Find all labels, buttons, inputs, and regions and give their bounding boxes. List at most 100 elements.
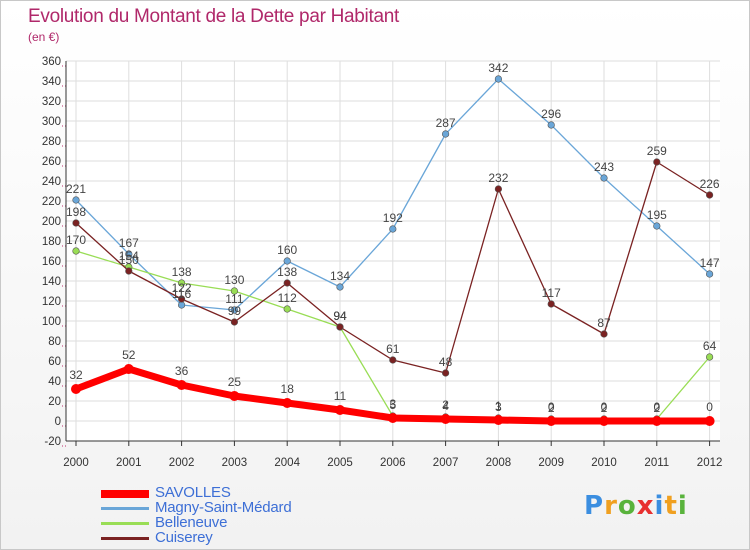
data-label: 192	[383, 211, 403, 225]
data-label: 1	[495, 399, 502, 413]
data-label: 243	[594, 160, 614, 174]
series-point-0	[440, 414, 451, 424]
data-label: 0	[653, 400, 660, 414]
y-tick-label: 160	[42, 256, 61, 268]
data-label: 2	[653, 401, 660, 415]
data-label: 48	[439, 355, 453, 369]
data-label: 32	[69, 368, 83, 382]
y-tick-label: 140	[42, 276, 61, 288]
y-tick-label: 340	[42, 76, 61, 88]
data-label: 52	[122, 348, 136, 362]
y-tick-label: -20	[44, 436, 61, 448]
series-point-1	[125, 250, 133, 258]
series-point-0	[176, 380, 187, 390]
series-point-0	[71, 384, 81, 394]
data-label: 134	[330, 269, 350, 283]
y-tick-label: 40	[48, 376, 61, 388]
y-tick-label: 240	[42, 176, 61, 188]
data-label: 2	[548, 401, 555, 415]
x-tick-label: 2009	[538, 457, 564, 469]
x-tick-label: 2006	[380, 457, 406, 469]
data-label: 2	[601, 401, 608, 415]
series-point-1	[705, 270, 714, 278]
x-tick-label: 2002	[169, 457, 195, 469]
series-point-3	[442, 369, 450, 377]
y-tick-label: 100	[42, 316, 61, 328]
series-point-0	[123, 364, 134, 374]
logo-letter: t	[664, 491, 678, 521]
series-point-2	[705, 353, 714, 361]
y-tick-label: 300	[42, 116, 61, 128]
data-label: 259	[647, 144, 667, 158]
series-point-1	[600, 174, 608, 182]
legend-swatch	[101, 507, 149, 510]
x-tick-label: 2003	[222, 457, 248, 469]
data-label: 18	[281, 382, 295, 396]
data-label: 117	[542, 286, 561, 300]
data-label: 232	[488, 171, 508, 185]
y-tick-label: 60	[48, 356, 61, 368]
series-point-1	[72, 196, 80, 204]
y-tick-label: 360	[42, 56, 61, 68]
series-point-3	[72, 219, 80, 227]
data-label: 25	[228, 375, 242, 389]
series-point-0	[599, 416, 609, 426]
y-tick-label: 80	[48, 336, 61, 348]
data-label: 0	[706, 400, 713, 414]
data-label: 138	[172, 265, 192, 279]
logo-letter: P	[584, 491, 605, 521]
chart-title: Evolution du Montant de la Dette par Hab…	[28, 6, 399, 27]
series-point-1	[389, 225, 397, 233]
logo-letter: i	[654, 491, 665, 521]
logo-letter: o	[617, 491, 637, 521]
y-tick-label: 120	[42, 296, 61, 308]
data-label: 198	[66, 205, 86, 219]
series-point-3	[705, 191, 714, 199]
series-point-3	[547, 300, 555, 308]
series-point-2	[230, 287, 238, 295]
data-label: 61	[386, 342, 400, 356]
data-label: 167	[119, 236, 139, 250]
data-label: 221	[66, 182, 86, 196]
series-point-0	[493, 415, 504, 425]
data-label: 4	[442, 399, 449, 413]
series-point-0	[387, 413, 398, 423]
data-label: 170	[66, 233, 86, 247]
data-label: 195	[647, 208, 667, 222]
series-point-3	[178, 295, 186, 303]
series-point-3	[283, 279, 291, 287]
data-label: 94	[333, 309, 347, 323]
series-point-0	[282, 398, 293, 408]
legend-label: Cuiserey	[155, 529, 213, 546]
series-point-0	[546, 416, 557, 426]
chart-subtitle: (en €)	[28, 30, 60, 44]
series-point-0	[651, 416, 662, 426]
data-label: 122	[172, 281, 192, 295]
series-point-1	[442, 130, 450, 138]
y-tick-label: 200	[42, 216, 61, 228]
data-label: 111	[225, 292, 244, 306]
proxiti-logo: Proxiti	[584, 491, 688, 521]
data-label: 5	[389, 398, 396, 412]
y-tick-label: 320	[42, 96, 61, 108]
data-label: 138	[277, 265, 297, 279]
series-point-1	[494, 75, 503, 83]
series-point-3	[389, 356, 397, 364]
data-label: 342	[488, 61, 508, 75]
data-label: 226	[700, 177, 720, 191]
data-label: 160	[277, 243, 297, 257]
series-point-3	[653, 158, 661, 166]
series-point-2	[178, 279, 186, 287]
x-tick-label: 2000	[63, 457, 89, 469]
x-tick-label: 2005	[327, 457, 353, 469]
data-label: 154	[119, 249, 139, 263]
data-label: 36	[175, 364, 189, 378]
data-label: 147	[700, 256, 720, 270]
legend-swatch	[101, 537, 149, 540]
data-label: 11	[334, 389, 347, 403]
series-point-1	[336, 283, 344, 291]
x-tick-label: 2007	[433, 457, 459, 469]
data-label: 130	[224, 273, 244, 287]
